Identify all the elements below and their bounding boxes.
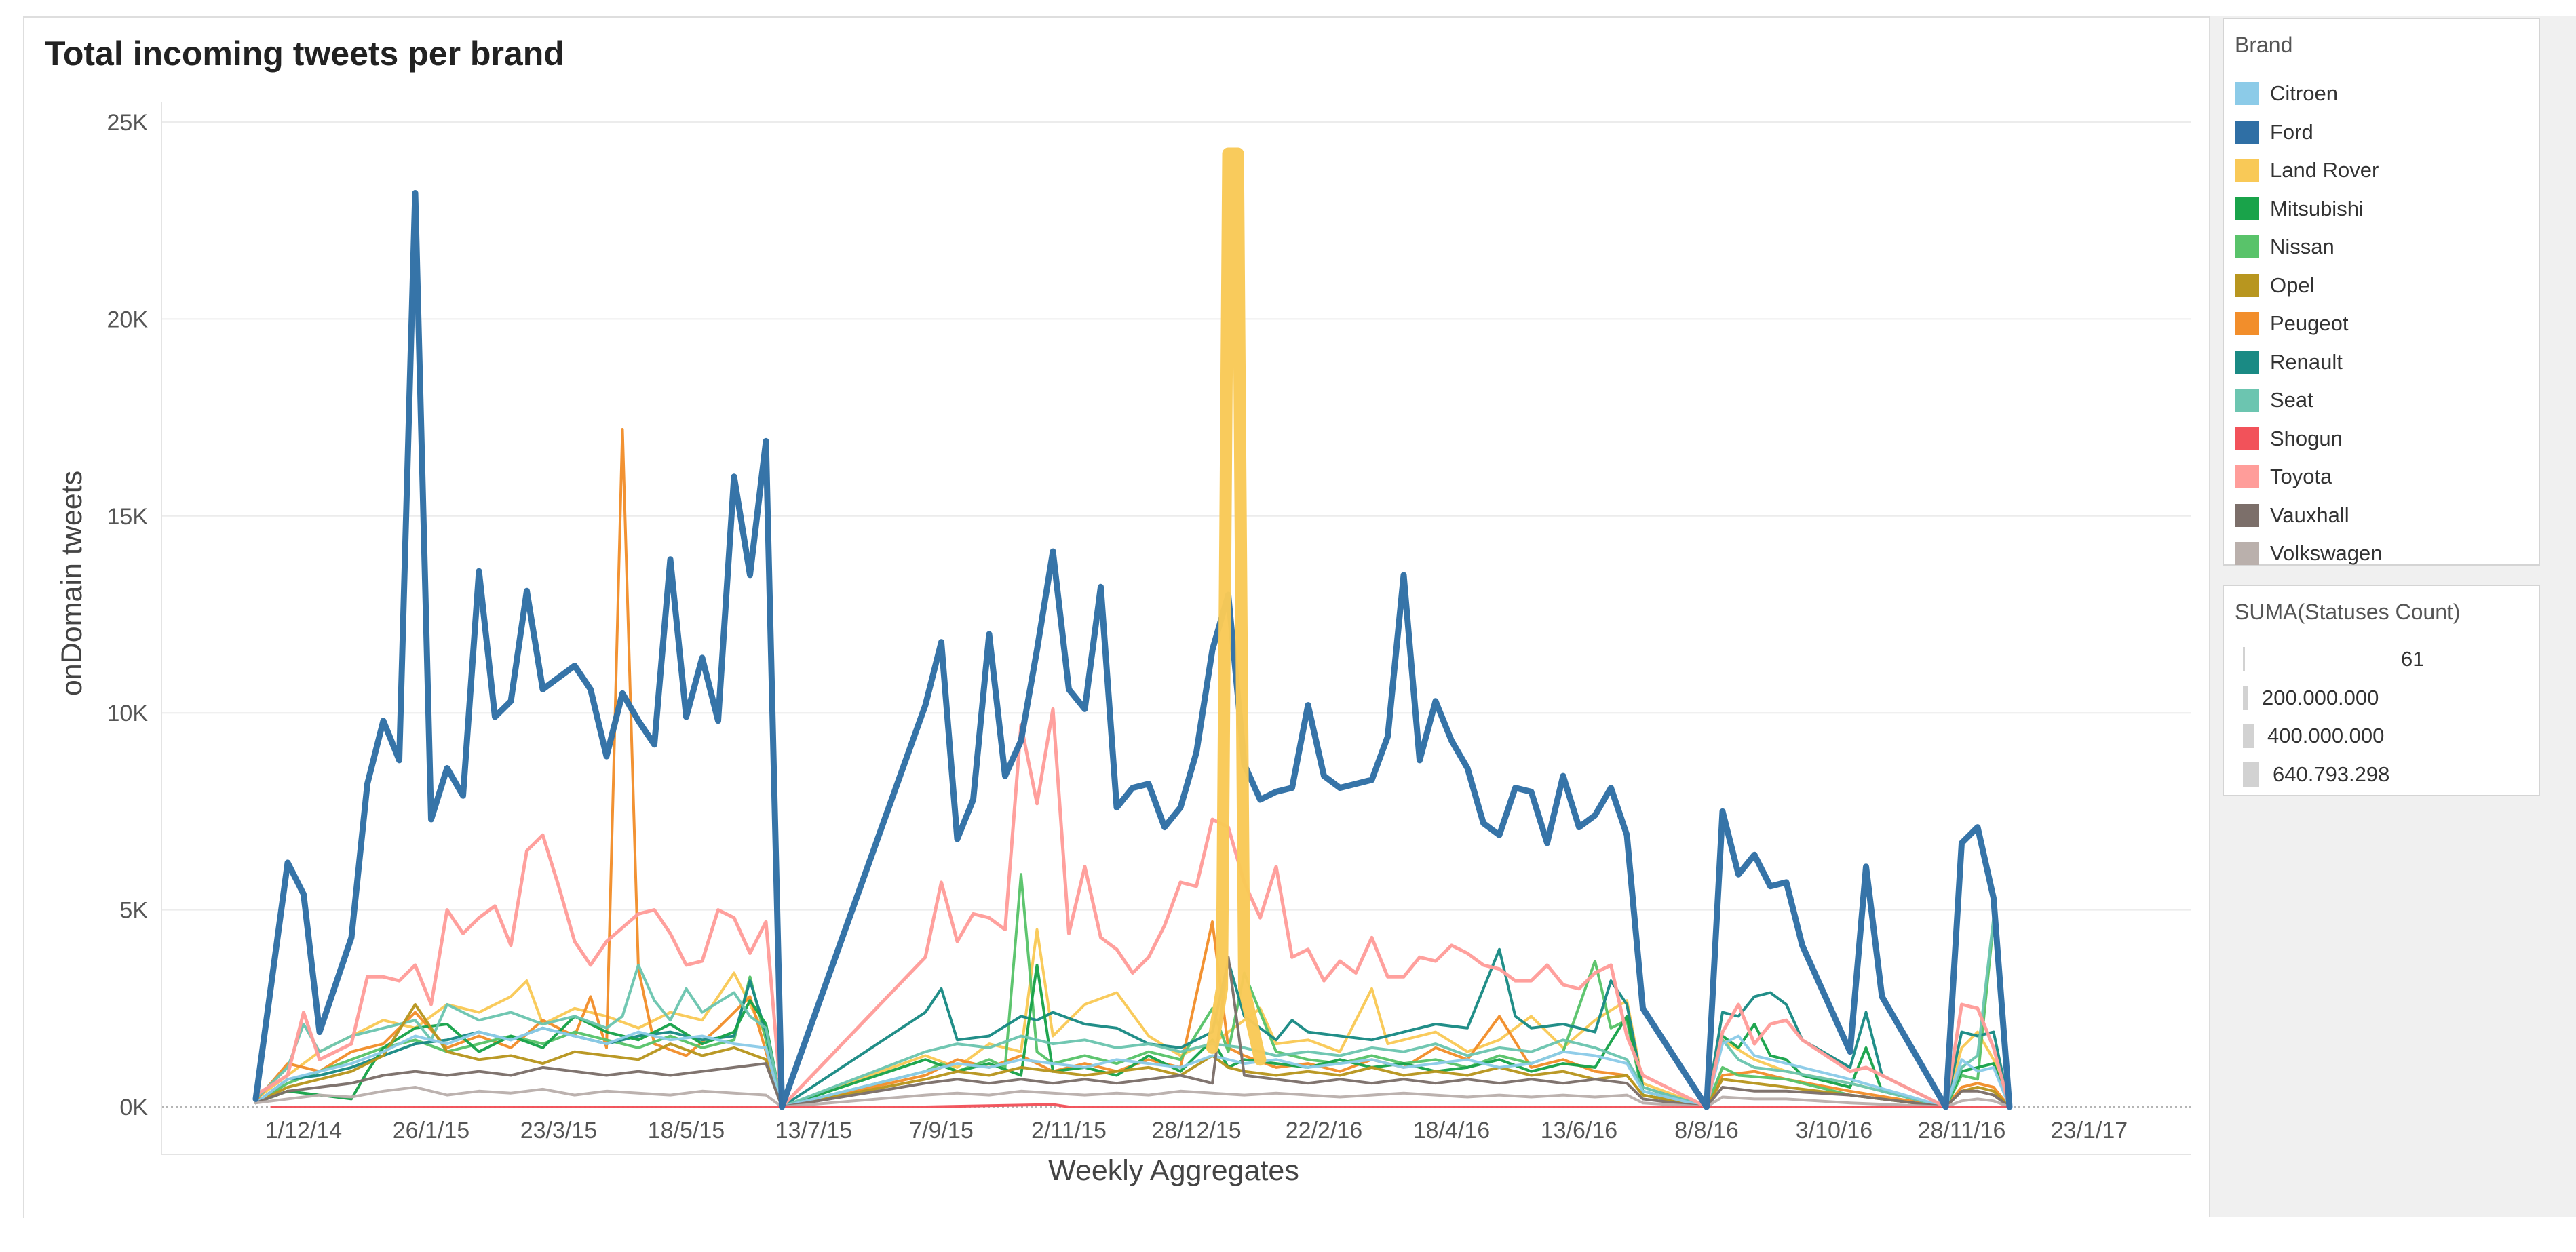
legend-swatch <box>2235 197 2259 220</box>
x-tick-label: 18/4/16 <box>1413 1118 1490 1143</box>
y-axis-title: onDomain tweets <box>56 471 88 696</box>
legend-swatch <box>2235 273 2259 297</box>
size-legend-item[interactable]: 61 <box>2243 646 2424 673</box>
y-tick-label: 20K <box>107 307 149 332</box>
legend-label: Land Rover <box>2270 158 2379 182</box>
legend-swatch <box>2235 389 2259 412</box>
legend-label: Renault <box>2270 349 2343 374</box>
legend-swatch <box>2235 542 2259 565</box>
legend-item-renault[interactable]: Renault <box>2235 349 2343 376</box>
legend-swatch <box>2235 312 2259 335</box>
x-tick-label: 28/11/16 <box>1918 1118 2006 1143</box>
x-tick-label: 8/8/16 <box>1674 1118 1739 1143</box>
y-tick-label: 5K <box>119 898 148 924</box>
legend-item-seat[interactable]: Seat <box>2235 387 2313 414</box>
y-tick-label: 0K <box>119 1095 148 1120</box>
legend-label: Mitsubishi <box>2270 196 2364 220</box>
x-tick-label: 2/11/15 <box>1031 1118 1107 1143</box>
legend-swatch <box>2235 427 2259 450</box>
x-tick-label: 1/12/14 <box>265 1118 342 1143</box>
legend-item-shogun[interactable]: Shogun <box>2235 425 2343 452</box>
x-tick-label: 13/6/16 <box>1541 1118 1617 1143</box>
size-legend[interactable]: SUMA(Statuses Count) 61 200.000.000 400.00… <box>2223 585 2540 796</box>
y-tick-label: 10K <box>107 701 149 726</box>
legend-swatch <box>2235 82 2259 105</box>
series-line-toyota <box>254 707 2012 1109</box>
x-tick-label: 18/5/15 <box>648 1118 725 1143</box>
legend-title: Brand <box>2235 33 2293 57</box>
legend-label: Peugeot <box>2270 311 2349 335</box>
x-axis-title: Weekly Aggregates <box>1048 1154 1299 1187</box>
size-mark <box>2243 647 2245 671</box>
legend-swatch <box>2235 159 2259 182</box>
x-tick-label: 23/3/15 <box>520 1118 597 1143</box>
legend-item-vauxhall[interactable]: Vauxhall <box>2235 502 2349 529</box>
legend-item-land-rover[interactable]: Land Rover <box>2235 157 2379 184</box>
size-legend-label: 640.793.298 <box>2273 762 2390 786</box>
series-line-volkswagen <box>254 1086 2011 1108</box>
legend-label: Volkswagen <box>2270 541 2383 565</box>
legend-item-toyota[interactable]: Toyota <box>2235 463 2332 490</box>
size-legend-item[interactable]: 640.793.298 <box>2243 761 2389 788</box>
chart-sheet <box>23 16 2209 1218</box>
legend-label: Shogun <box>2270 426 2343 450</box>
series-line-citroen <box>254 1026 2011 1108</box>
size-mark <box>2243 762 2259 787</box>
y-tick-label: 15K <box>107 504 149 530</box>
legend-label: Citroen <box>2270 81 2338 105</box>
series-line-shogun <box>270 1103 2011 1108</box>
legend-item-ford[interactable]: Ford <box>2235 119 2313 146</box>
x-tick-label: 26/1/15 <box>393 1118 469 1143</box>
legend-item-peugeot[interactable]: Peugeot <box>2235 310 2349 337</box>
size-legend-label: 61 <box>2401 647 2425 671</box>
legend-label: Seat <box>2270 388 2313 412</box>
series-line-vauxhall <box>254 956 2011 1108</box>
x-tick-label: 3/10/16 <box>1796 1118 1872 1143</box>
line-chart: 0K 5K 10K 15K 20K 25K 1/12/14 26/1/15 23/3/15 18/… <box>56 102 2191 1187</box>
brand-legend[interactable]: Brand Citroen Ford Land Rover Mitsubishi Nis… <box>2223 18 2540 566</box>
legend-item-opel[interactable]: Opel <box>2235 272 2314 299</box>
size-legend-title: SUMA(Statuses Count) <box>2235 600 2461 624</box>
x-tick-label: 23/1/17 <box>2051 1118 2128 1143</box>
legend-item-mitsubishi[interactable]: Mitsubishi <box>2235 195 2364 222</box>
legend-item-volkswagen[interactable]: Volkswagen <box>2235 540 2382 567</box>
x-tick-label: 28/12/15 <box>1151 1118 1241 1143</box>
legend-label: Ford <box>2270 119 2313 144</box>
size-legend-item[interactable]: 400.000.000 <box>2243 722 2384 749</box>
x-tick-label: 13/7/15 <box>775 1118 852 1143</box>
size-legend-label: 200.000.000 <box>2262 685 2379 709</box>
legend-item-citroen[interactable]: Citroen <box>2235 80 2338 107</box>
chart-title: Total incoming tweets per brand <box>45 35 564 73</box>
legend-item-nissan[interactable]: Nissan <box>2235 233 2334 260</box>
legend-swatch <box>2235 350 2259 374</box>
legend-swatch <box>2235 235 2259 258</box>
size-mark <box>2243 685 2248 710</box>
size-legend-item[interactable]: 200.000.000 <box>2243 684 2379 711</box>
size-mark <box>2243 724 2254 748</box>
legend-swatch <box>2235 120 2259 144</box>
legend-label: Opel <box>2270 273 2315 297</box>
x-tick-label: 22/2/16 <box>1286 1118 1362 1143</box>
legend-label: Toyota <box>2270 465 2332 488</box>
legend-label: Vauxhall <box>2270 503 2349 527</box>
size-legend-label: 400.000.000 <box>2267 724 2385 747</box>
legend-swatch <box>2235 503 2259 527</box>
series-line-land-rover <box>1206 147 1267 1066</box>
series-line-ford <box>252 190 2013 1110</box>
legend-swatch <box>2235 465 2259 488</box>
x-tick-label: 7/9/15 <box>909 1118 974 1143</box>
y-tick-label: 25K <box>107 110 149 136</box>
legend-label: Nissan <box>2270 235 2334 258</box>
